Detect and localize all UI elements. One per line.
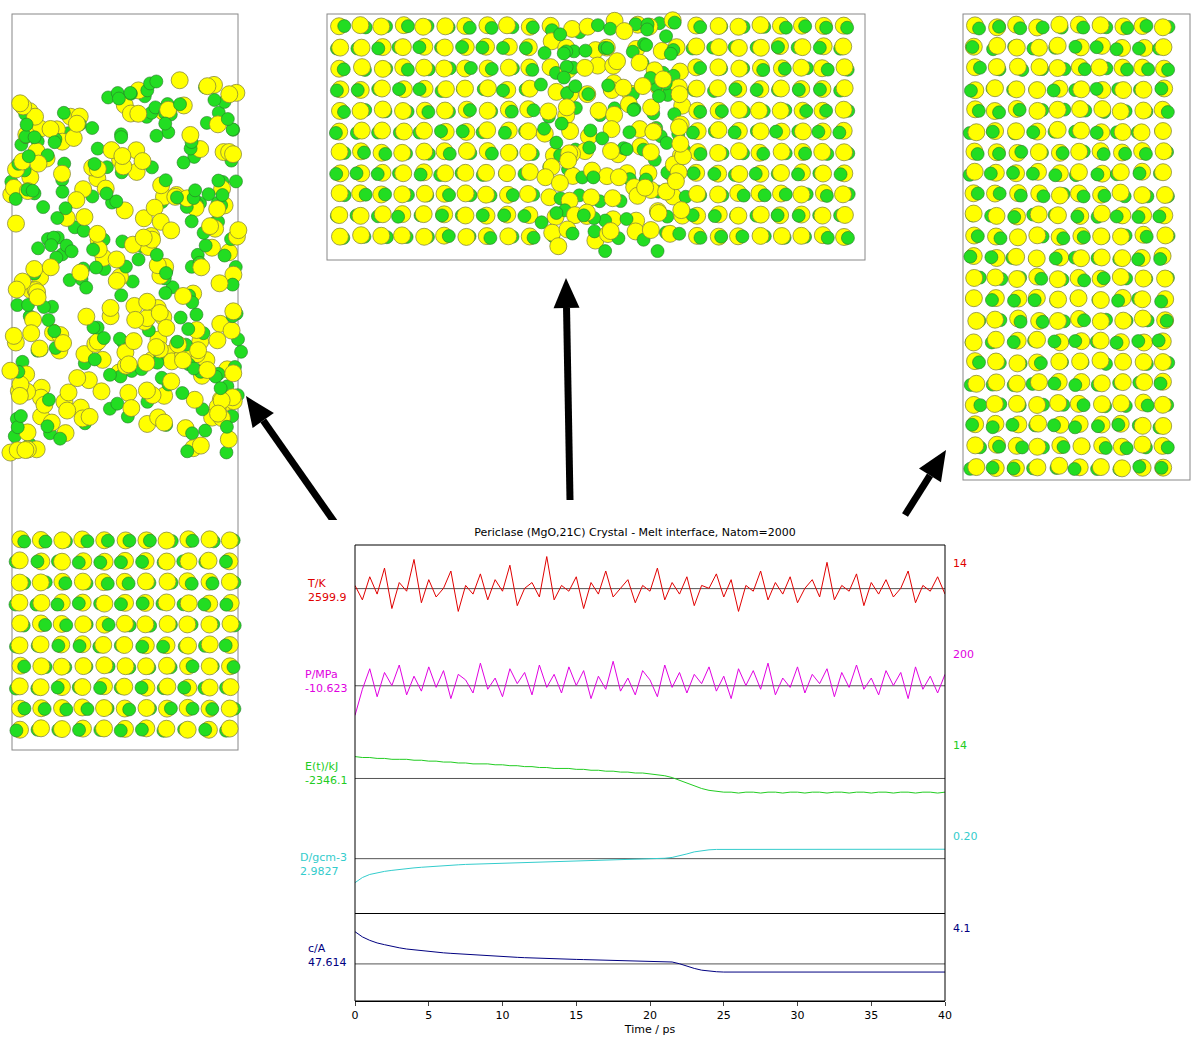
svg-text:P/MPa-10.623: P/MPa-10.623	[305, 668, 347, 695]
svg-text:30: 30	[791, 1009, 805, 1022]
svg-text:15: 15	[569, 1009, 583, 1022]
svg-text:0: 0	[352, 1009, 359, 1022]
svg-text:14: 14	[953, 739, 967, 752]
svg-text:E(t)/kJ-2346.1: E(t)/kJ-2346.1	[305, 760, 347, 787]
svg-text:Periclase (MgO,21C) Crystal -: Periclase (MgO,21C) Crystal - Melt inter…	[474, 526, 795, 539]
svg-text:c/A47.614: c/A47.614	[308, 942, 347, 969]
svg-text:200: 200	[953, 648, 974, 661]
svg-text:20: 20	[643, 1009, 657, 1022]
svg-text:5: 5	[425, 1009, 432, 1022]
svg-text:Time / ps: Time / ps	[624, 1023, 676, 1036]
svg-text:40: 40	[938, 1009, 952, 1022]
svg-text:0.20: 0.20	[953, 830, 978, 843]
svg-text:D/gcm-32.9827: D/gcm-32.9827	[300, 851, 347, 878]
svg-text:10: 10	[496, 1009, 510, 1022]
svg-text:25: 25	[717, 1009, 731, 1022]
svg-text:14: 14	[953, 557, 967, 570]
svg-text:T/K2599.9: T/K2599.9	[307, 577, 347, 604]
svg-text:35: 35	[864, 1009, 878, 1022]
svg-text:4.1: 4.1	[953, 922, 971, 935]
